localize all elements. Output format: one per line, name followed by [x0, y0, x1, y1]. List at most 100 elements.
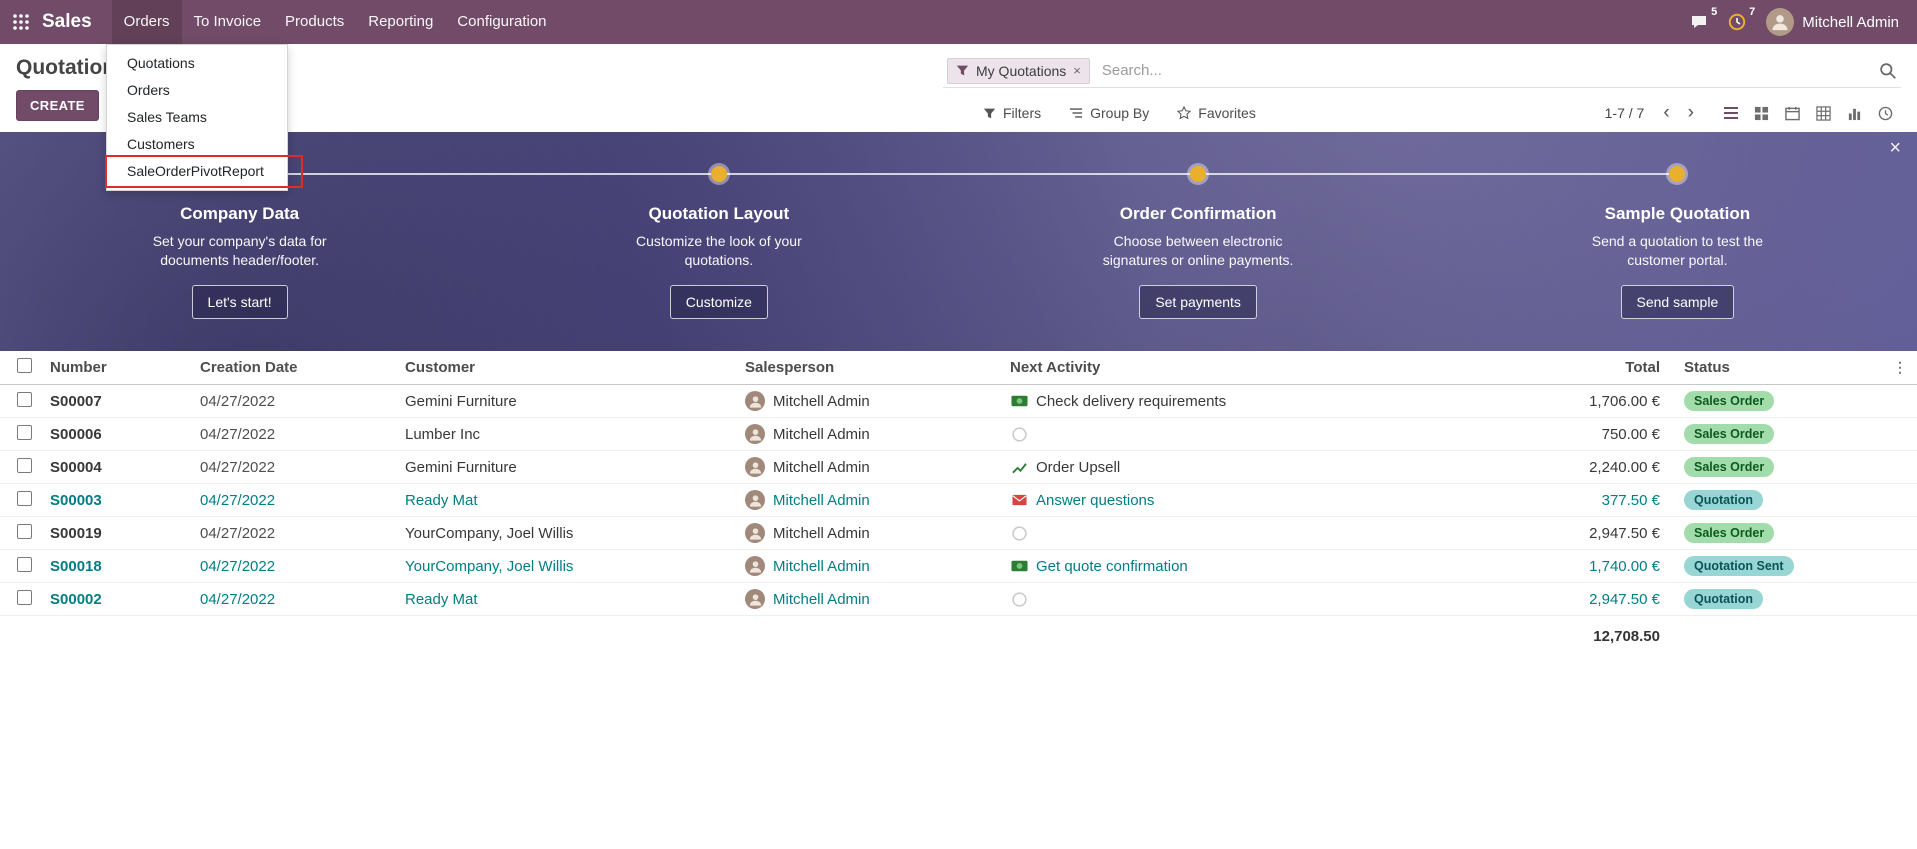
step-button-company-data[interactable]: Let's start! [191, 284, 288, 319]
group-by-button[interactable]: Group By [1069, 105, 1149, 121]
kanban-view-icon[interactable] [1746, 100, 1777, 126]
dropdown-item-orders[interactable]: Orders [127, 82, 170, 98]
menu-products[interactable]: Products [285, 13, 345, 30]
row-checkbox[interactable] [17, 589, 32, 605]
order-number[interactable]: S00006 [50, 425, 102, 443]
customer-name: Ready Mat [405, 491, 478, 509]
table-row[interactable]: S00018 04/27/2022 YourCompany, Joel Will… [0, 550, 1917, 583]
search-bar[interactable]: My Quotations × Search... [943, 54, 1901, 88]
next-activity-cell[interactable]: Get quote confirmation [1000, 558, 1530, 575]
step-description: Customize the look of your quotations. [636, 233, 802, 268]
messages-icon[interactable]: 5 [1690, 6, 1717, 31]
apps-menu-icon[interactable] [12, 13, 30, 31]
salesperson-name: Mitchell Admin [773, 590, 870, 608]
order-number[interactable]: S00019 [50, 524, 102, 542]
pivot-view-icon[interactable] [1808, 100, 1839, 126]
menu-reporting[interactable]: Reporting [368, 13, 434, 30]
dropdown-item-saleorderpivotreport[interactable]: SaleOrderPivotReport [105, 155, 303, 188]
menu-orders[interactable]: Orders [111, 0, 182, 44]
table-row[interactable]: S00007 04/27/2022 Gemini Furniture Mitch… [0, 385, 1917, 418]
table-row[interactable]: S00002 04/27/2022 Ready Mat Mitchell Adm… [0, 583, 1917, 616]
search-facet[interactable]: My Quotations × [947, 57, 1090, 84]
table-row[interactable]: S00004 04/27/2022 Gemini Furniture Mitch… [0, 451, 1917, 484]
app-name[interactable]: Sales [42, 11, 92, 32]
column-options-icon[interactable]: ⋮ [1893, 359, 1907, 375]
table-row[interactable]: S00019 04/27/2022 YourCompany, Joel Will… [0, 517, 1917, 550]
next-activity-cell[interactable]: Answer questions [1000, 492, 1530, 509]
row-checkbox[interactable] [17, 424, 32, 440]
salesperson-avatar [745, 523, 765, 543]
envelope-icon [1010, 494, 1028, 506]
status-badge: Quotation Sent [1684, 556, 1794, 576]
next-activity-cell[interactable] [1000, 591, 1530, 607]
step-dot [1669, 166, 1686, 182]
row-checkbox[interactable] [17, 457, 32, 473]
next-activity-cell[interactable] [1000, 426, 1530, 442]
create-button[interactable]: CREATE [16, 90, 99, 121]
user-menu[interactable]: Mitchell Admin [1766, 8, 1899, 36]
graph-view-icon[interactable] [1839, 100, 1870, 126]
activity-label: Get quote confirmation [1036, 557, 1188, 575]
creation-date: 04/27/2022 [200, 425, 276, 443]
col-salesperson[interactable]: Salesperson [745, 359, 835, 376]
dropdown-item-sales-teams[interactable]: Sales Teams [127, 109, 207, 125]
order-number[interactable]: S00004 [50, 458, 102, 476]
order-number[interactable]: S00002 [50, 590, 102, 608]
menu-configuration[interactable]: Configuration [457, 13, 547, 30]
activities-icon[interactable]: 7 [1728, 6, 1755, 31]
activity-view-icon[interactable] [1870, 100, 1901, 126]
step-button-sample-quotation[interactable]: Send sample [1620, 284, 1735, 319]
activity-label: Answer questions [1036, 491, 1155, 509]
col-number[interactable]: Number [50, 359, 107, 376]
customer-name: YourCompany, Joel Willis [405, 524, 574, 542]
calendar-view-icon[interactable] [1777, 100, 1808, 126]
row-checkbox[interactable] [17, 523, 32, 539]
favorites-button[interactable]: Favorites [1177, 105, 1256, 121]
row-checkbox[interactable] [17, 490, 32, 506]
table-body: S00007 04/27/2022 Gemini Furniture Mitch… [0, 385, 1917, 616]
facet-remove-icon[interactable]: × [1073, 63, 1081, 78]
order-number[interactable]: S00007 [50, 392, 102, 410]
row-checkbox[interactable] [17, 391, 32, 407]
table-row[interactable]: S00003 04/27/2022 Ready Mat Mitchell Adm… [0, 484, 1917, 517]
creation-date: 04/27/2022 [200, 392, 276, 410]
step-button-order-confirmation[interactable]: Set payments [1139, 284, 1257, 319]
row-checkbox[interactable] [17, 556, 32, 572]
next-activity-cell[interactable]: Order Upsell [1000, 459, 1530, 476]
pager-prev-icon[interactable]: ‹ [1663, 102, 1670, 123]
onboarding-step-sample-quotation: Sample Quotation Send a quotation to test… [1438, 132, 1917, 351]
col-status[interactable]: Status [1684, 359, 1730, 376]
menu-to-invoice[interactable]: To Invoice [193, 13, 262, 30]
onboarding-step-order-confirmation: Order Confirmation Choose between electro… [959, 132, 1438, 351]
step-title: Order Confirmation [1119, 204, 1277, 223]
table-row[interactable]: S00006 04/27/2022 Lumber Inc Mitchell Ad… [0, 418, 1917, 451]
list-view-icon[interactable] [1715, 100, 1746, 126]
order-number[interactable]: S00003 [50, 491, 102, 509]
next-activity-cell[interactable]: Check delivery requirements [1000, 393, 1530, 410]
filters-button[interactable]: Filters [983, 105, 1041, 121]
search-icon[interactable] [1879, 62, 1897, 80]
customer-name: YourCompany, Joel Willis [405, 557, 574, 575]
col-total[interactable]: Total [1625, 359, 1660, 376]
next-activity-cell[interactable] [1000, 525, 1530, 541]
col-creation-date[interactable]: Creation Date [200, 359, 298, 376]
col-next-activity[interactable]: Next Activity [1010, 359, 1101, 376]
filter-icon [983, 108, 996, 118]
control-panel: Quotations CREATE My Quotations × Search… [0, 44, 1917, 132]
col-customer[interactable]: Customer [405, 359, 476, 376]
select-all-checkbox[interactable] [17, 358, 32, 373]
customer-name: Gemini Furniture [405, 458, 517, 476]
order-number[interactable]: S00018 [50, 557, 102, 575]
pager-next-icon[interactable]: › [1687, 102, 1694, 123]
banner-close-icon[interactable]: × [1889, 137, 1901, 159]
salesperson-cell: Mitchell Admin [735, 490, 1000, 510]
step-button-quotation-layout[interactable]: Customize [669, 284, 768, 319]
customer-name: Gemini Furniture [405, 392, 517, 410]
salesperson-cell: Mitchell Admin [735, 424, 1000, 444]
search-input[interactable]: Search... [1101, 62, 1162, 79]
status-badge: Sales Order [1684, 457, 1775, 477]
top-navbar: Sales Orders To Invoice Products Reporting C… [0, 0, 1917, 44]
footer-total: 12,708.50 [1593, 627, 1660, 645]
dropdown-item-quotations[interactable]: Quotations [127, 55, 195, 71]
dropdown-item-customers[interactable]: Customers [127, 136, 195, 152]
